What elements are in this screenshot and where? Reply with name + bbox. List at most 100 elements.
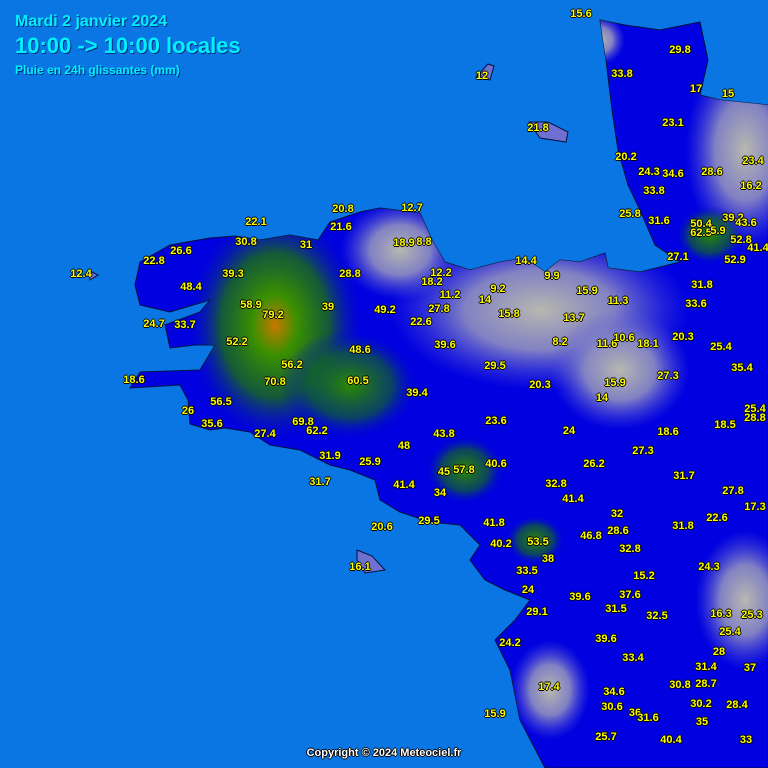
station-rain-value: 24.3: [698, 561, 720, 573]
station-rain-value: 69.8: [292, 416, 314, 428]
station-rain-value: 16.2: [740, 180, 762, 192]
station-rain-value: 57.8: [453, 464, 475, 476]
station-rain-value: 24.2: [499, 637, 521, 649]
station-rain-value: 28.6: [701, 166, 723, 178]
station-rain-value: 34: [433, 487, 447, 499]
station-rain-value: 14: [478, 294, 492, 306]
station-rain-value: 27.1: [667, 251, 689, 263]
station-rain-value: 25.4: [744, 403, 766, 415]
station-rain-value: 21.6: [330, 221, 352, 233]
station-rain-value: 35.4: [731, 362, 753, 374]
station-rain-value: 11.6: [596, 338, 618, 350]
station-rain-value: 27.8: [722, 485, 744, 497]
station-rain-value: 27.8: [428, 303, 450, 315]
station-rain-value: 20.3: [672, 331, 694, 343]
station-rain-value: 25.7: [595, 731, 617, 743]
station-rain-value: 27.3: [632, 445, 654, 457]
station-rain-value: 23.6: [485, 415, 507, 427]
station-rain-value: 39.4: [406, 387, 428, 399]
station-rain-value: 15.6: [570, 8, 592, 20]
station-rain-value: 12.4: [70, 268, 92, 280]
station-rain-value: 8.8: [416, 236, 432, 248]
station-rain-value: 53.5: [527, 536, 549, 548]
islands: [87, 63, 569, 574]
station-rain-value: 15.9: [604, 377, 626, 389]
station-rain-value: 41.4: [393, 479, 415, 491]
station-rain-value: 40.6: [485, 458, 507, 470]
station-rain-value: 56.5: [210, 396, 232, 408]
station-rain-value: 30.8: [669, 679, 691, 691]
station-rain-value: 45: [437, 466, 451, 478]
station-rain-value: 31.6: [648, 215, 670, 227]
station-rain-value: 15.8: [498, 308, 520, 320]
station-rain-value: 20.6: [371, 521, 393, 533]
station-rain-value: 50.4: [690, 218, 712, 230]
station-rain-value: 43.8: [433, 428, 455, 440]
station-rain-value: 30.8: [235, 236, 257, 248]
station-rain-value: 22.6: [706, 512, 728, 524]
station-rain-value: 24.3: [638, 166, 660, 178]
station-rain-value: 48.4: [180, 281, 202, 293]
station-rain-value: 26.2: [583, 458, 605, 470]
station-rain-value: 31.4: [695, 661, 717, 673]
station-rain-value: 22.6: [410, 316, 432, 328]
station-rain-value: 28.8: [744, 412, 766, 424]
station-rain-value: 32.8: [545, 478, 567, 490]
station-rain-value: 17.4: [538, 681, 560, 693]
station-rain-value: 11.3: [607, 295, 629, 307]
map-subtitle: Pluie en 24h glissantes (mm): [15, 63, 180, 77]
station-rain-value: 18.2: [421, 276, 443, 288]
station-rain-value: 20.8: [332, 203, 354, 215]
station-rain-value: 33.6: [685, 298, 707, 310]
station-rain-value: 18.6: [657, 426, 679, 438]
station-rain-value: 31.7: [309, 476, 331, 488]
station-rain-value: 31.8: [672, 520, 694, 532]
station-rain-value: 29.5: [418, 515, 440, 527]
station-rain-value: 33: [739, 734, 753, 746]
station-rain-value: 29.8: [669, 44, 691, 56]
station-rain-value: 23.1: [662, 117, 684, 129]
station-rain-value: 62.5: [690, 227, 712, 239]
station-rain-value: 39.6: [434, 339, 456, 351]
station-rain-value: 48.6: [349, 344, 371, 356]
station-rain-value: 18.1: [637, 338, 659, 350]
station-rain-value: 31.6: [637, 712, 659, 724]
station-rain-value: 56.2: [281, 359, 303, 371]
station-rain-value: 32.5: [646, 610, 668, 622]
station-rain-value: 43.6: [735, 217, 757, 229]
station-rain-value: 15.2: [633, 570, 655, 582]
station-rain-value: 16.3: [710, 608, 732, 620]
station-rain-value: 20.3: [529, 379, 551, 391]
station-rain-value: 18.5: [714, 419, 736, 431]
station-rain-value: 35.6: [201, 418, 223, 430]
station-rain-value: 32.8: [619, 543, 641, 555]
station-rain-value: 24.7: [143, 318, 165, 330]
station-rain-value: 25.8: [619, 208, 641, 220]
station-rain-value: 52.8: [730, 234, 752, 246]
station-rain-value: 22.8: [143, 255, 165, 267]
station-rain-value: 24: [562, 425, 576, 437]
station-rain-value: 14.4: [515, 255, 537, 267]
station-rain-value: 33.7: [174, 319, 196, 331]
station-rain-value: 9.9: [544, 270, 560, 282]
map-time-range: 10:00 -> 10:00 locales: [15, 33, 241, 58]
station-rain-value: 49.2: [374, 304, 396, 316]
station-rain-value: 40.4: [660, 734, 682, 746]
station-rain-value: 14: [595, 392, 609, 404]
station-rain-value: 21.8: [527, 122, 549, 134]
station-rain-value: 48: [397, 440, 411, 452]
station-rain-value: 13.7: [563, 312, 585, 324]
station-rain-value: 29.1: [526, 606, 548, 618]
station-rain-value: 35: [695, 716, 709, 728]
station-rain-value: 20.2: [615, 151, 637, 163]
station-rain-value: 39.2: [722, 212, 744, 224]
station-rain-value: 17: [689, 83, 703, 95]
station-rain-value: 41.8: [483, 517, 505, 529]
station-rain-value: 11.2: [439, 289, 461, 301]
station-rain-value: 70.8: [264, 376, 286, 388]
station-rain-value: 15.9: [576, 285, 598, 297]
station-rain-value: 25.3: [741, 609, 763, 621]
station-rain-value: 36: [628, 707, 642, 719]
station-rain-value: 28.6: [607, 525, 629, 537]
station-rain-value: 27.3: [657, 370, 679, 382]
